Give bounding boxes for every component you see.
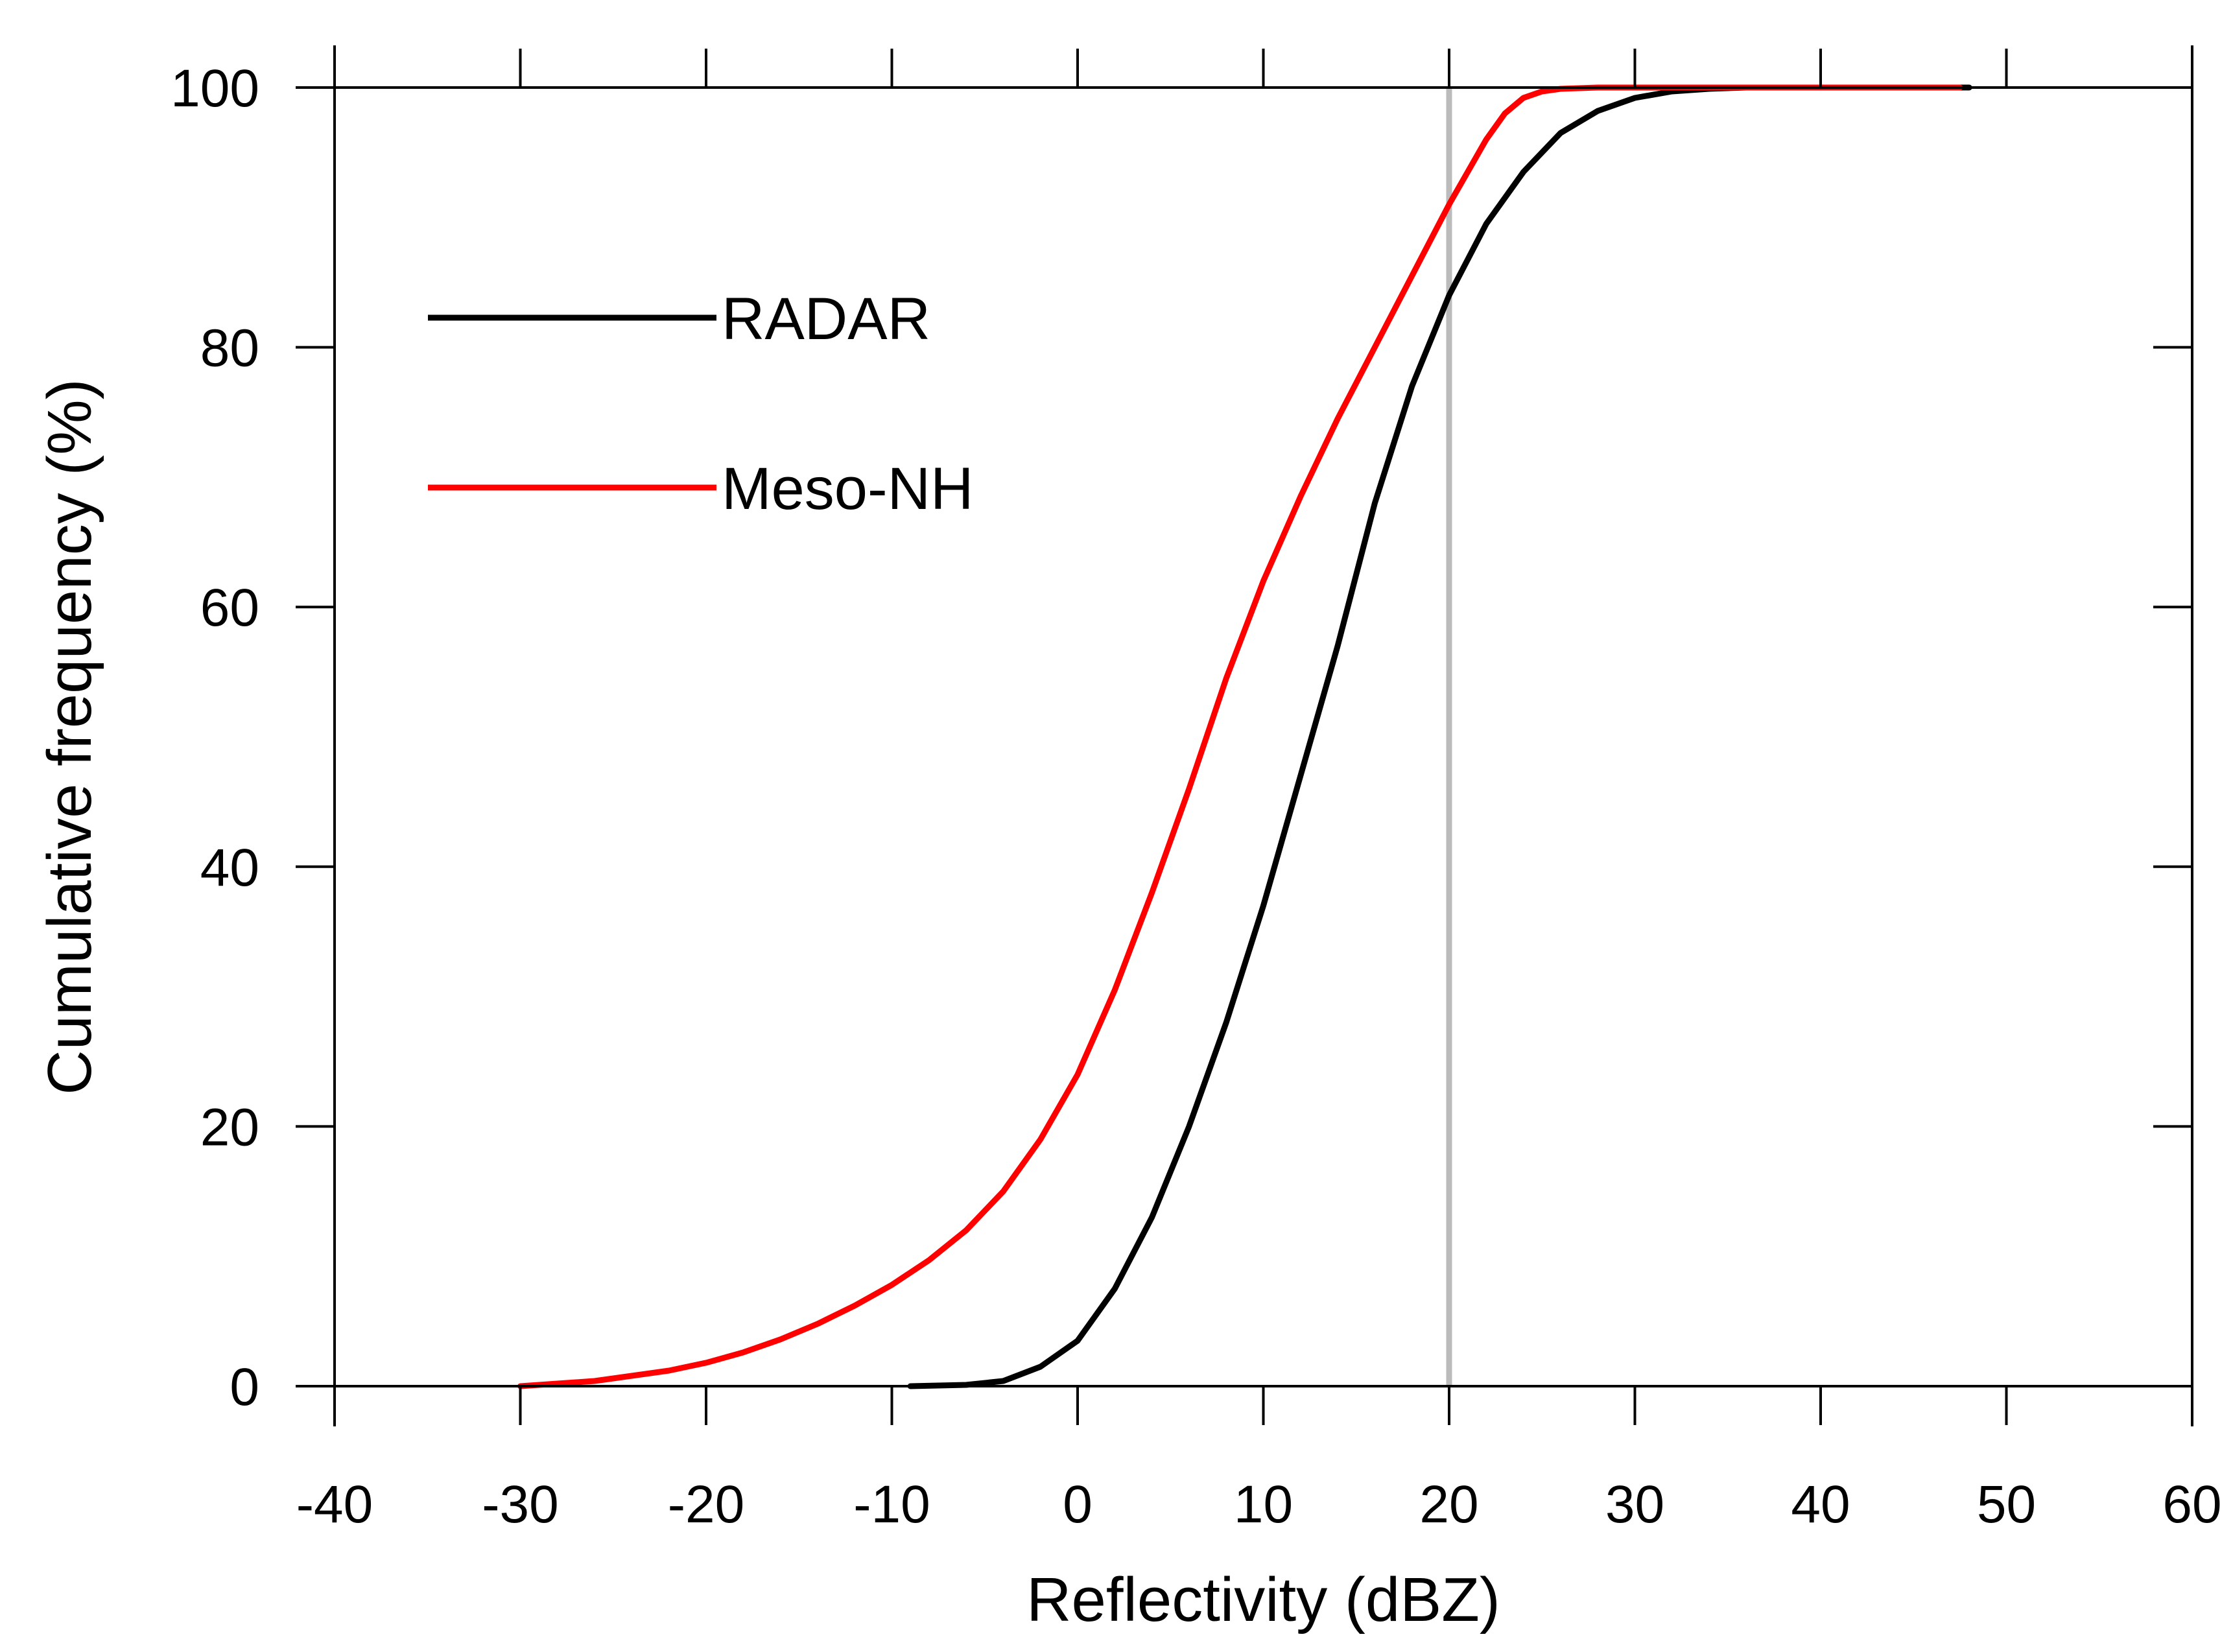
- y-tick-label: 0: [230, 1358, 259, 1417]
- series-layer: [517, 84, 1972, 1389]
- legend: RADAR Meso-NH: [428, 286, 973, 522]
- x-axis-title: Reflectivity (dBZ): [1026, 1565, 1500, 1634]
- x-tick-label: 30: [1605, 1475, 1664, 1534]
- x-tick-label: -20: [668, 1475, 745, 1534]
- legend-label-radar: RADAR: [722, 286, 930, 352]
- y-tick-label: 100: [171, 59, 259, 118]
- x-tick-label: 0: [1063, 1475, 1093, 1534]
- x-tick-label: 50: [1977, 1475, 2036, 1534]
- y-tick-label: 20: [200, 1098, 259, 1157]
- x-tick-label: 60: [2162, 1475, 2221, 1534]
- x-tick-label: -30: [482, 1475, 559, 1534]
- ticks-layer: -40 -30 -20 -10 0 10 20 30 40 50 60 0 20 40 60 80 100: [171, 49, 2222, 1534]
- x-tick-label: -10: [853, 1475, 930, 1534]
- y-tick-label: 80: [200, 319, 259, 378]
- x-tick-label: -40: [296, 1475, 373, 1534]
- axes-layer: [301, 45, 2193, 1426]
- y-tick-label: 40: [200, 838, 259, 897]
- series-line-meso-nh: [517, 84, 1963, 1389]
- y-tick-label: 60: [200, 578, 259, 637]
- x-tick-label: 20: [1419, 1475, 1478, 1534]
- x-tick-label: 10: [1234, 1475, 1293, 1534]
- legend-label-meso-nh: Meso-NH: [722, 456, 973, 522]
- series-line-radar: [907, 84, 1972, 1389]
- x-tick-label: 40: [1791, 1475, 1850, 1534]
- y-axis-title: Cumulative frequency (%): [35, 379, 104, 1094]
